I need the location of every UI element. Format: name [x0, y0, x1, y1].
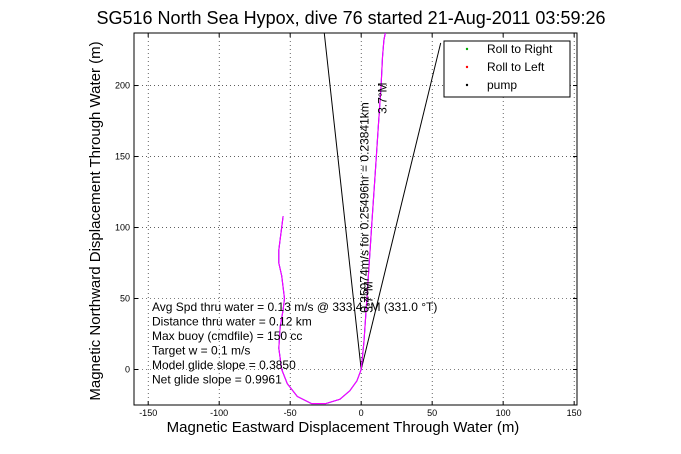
- legend-marker: [465, 65, 469, 69]
- stat-line: Net glide slope = 0.9961: [152, 373, 282, 387]
- glide-guide-line: [360, 42, 442, 370]
- x-tick-label: 150: [567, 408, 582, 418]
- glide-guide-line: [323, 32, 362, 370]
- legend-label: Roll to Right: [487, 42, 553, 56]
- annotations: 0.25974m/s for 0.25496hr = 0.23841km3.7°…: [357, 82, 389, 312]
- x-tick-label: 0: [359, 408, 364, 418]
- legend-marker: [465, 83, 469, 87]
- stat-line: Target w = 0.1 m/s: [152, 344, 250, 358]
- x-tick-label: 100: [496, 408, 511, 418]
- y-tick-label: 0: [125, 365, 130, 375]
- track-series-1: [278, 32, 386, 405]
- legend-label: Roll to Left: [487, 60, 545, 74]
- y-tick-label: 150: [115, 152, 130, 162]
- y-axis-label: Magnetic Northward Displacement Through …: [87, 41, 104, 400]
- guide-lines: [323, 32, 442, 370]
- stat-line: Avg Spd thru water = 0.13 m/s @ 333.4 °M…: [152, 300, 437, 314]
- y-tick-label: 200: [115, 81, 130, 91]
- x-tick-label: -150: [139, 408, 157, 418]
- stat-line: Model glide slope = 0.3850: [152, 358, 296, 372]
- y-tick-label: 50: [120, 294, 130, 304]
- legend-marker: [465, 47, 469, 51]
- chart-title: SG516 North Sea Hypox, dive 76 started 2…: [97, 8, 606, 28]
- legend-box: [443, 40, 571, 98]
- x-tick-label: -50: [284, 408, 297, 418]
- ticks: -150 -100 -50 0 50 100 150 0 50 100 150 200: [115, 33, 582, 418]
- legend-label: pump: [487, 78, 517, 92]
- stat-line: Max buoy (cmdfile) = 150 cc: [152, 329, 302, 343]
- x-tick-label: 50: [427, 408, 437, 418]
- stat-line: Distance thru water = 0.12 km: [152, 315, 312, 329]
- annotation-label: 3.7°M: [362, 281, 376, 312]
- y-tick-label: 100: [115, 223, 130, 233]
- stats-box: Avg Spd thru water = 0.13 m/s @ 333.4 °M…: [152, 300, 437, 387]
- series-group: [278, 32, 386, 405]
- x-tick-label: -100: [210, 408, 228, 418]
- x-axis-label: Magnetic Eastward Displacement Through W…: [167, 419, 520, 436]
- legend-items: Roll to Right Roll to Left pump: [465, 42, 553, 92]
- annotation-label: 0.25974m/s for 0.25496hr = 0.23841km: [357, 102, 371, 312]
- annotation-label: 3.7°M: [376, 82, 390, 113]
- legend: Roll to Right Roll to Left pump: [443, 40, 571, 98]
